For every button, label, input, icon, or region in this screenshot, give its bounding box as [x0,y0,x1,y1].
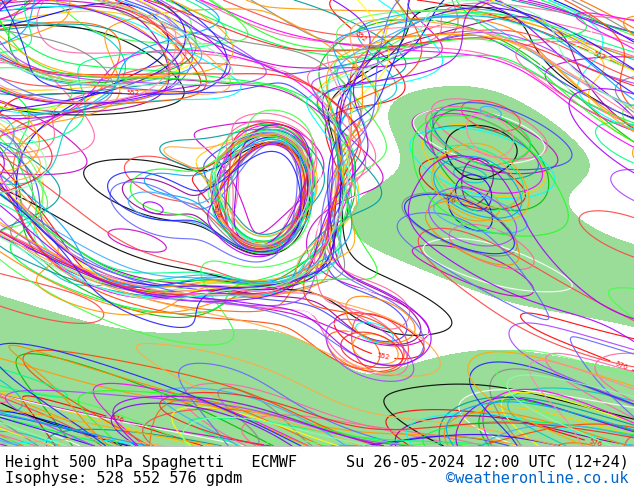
Text: 576: 576 [588,439,603,448]
Text: 552: 552 [376,352,390,361]
Text: 528: 528 [209,205,222,219]
Text: 576: 576 [110,415,125,424]
Text: 576: 576 [443,194,457,205]
Text: Isophyse: 528 552 576 gpdm: Isophyse: 528 552 576 gpdm [5,471,242,487]
Text: 552: 552 [354,30,368,43]
Text: ©weatheronline.co.uk: ©weatheronline.co.uk [446,471,629,487]
Text: Su 26-05-2024 12:00 UTC (12+24): Su 26-05-2024 12:00 UTC (12+24) [346,455,629,470]
Text: 552: 552 [592,50,606,61]
Text: 576: 576 [614,360,628,371]
Text: 552: 552 [127,90,140,96]
Text: Height 500 hPa Spaghetti   ECMWF: Height 500 hPa Spaghetti ECMWF [5,455,297,470]
